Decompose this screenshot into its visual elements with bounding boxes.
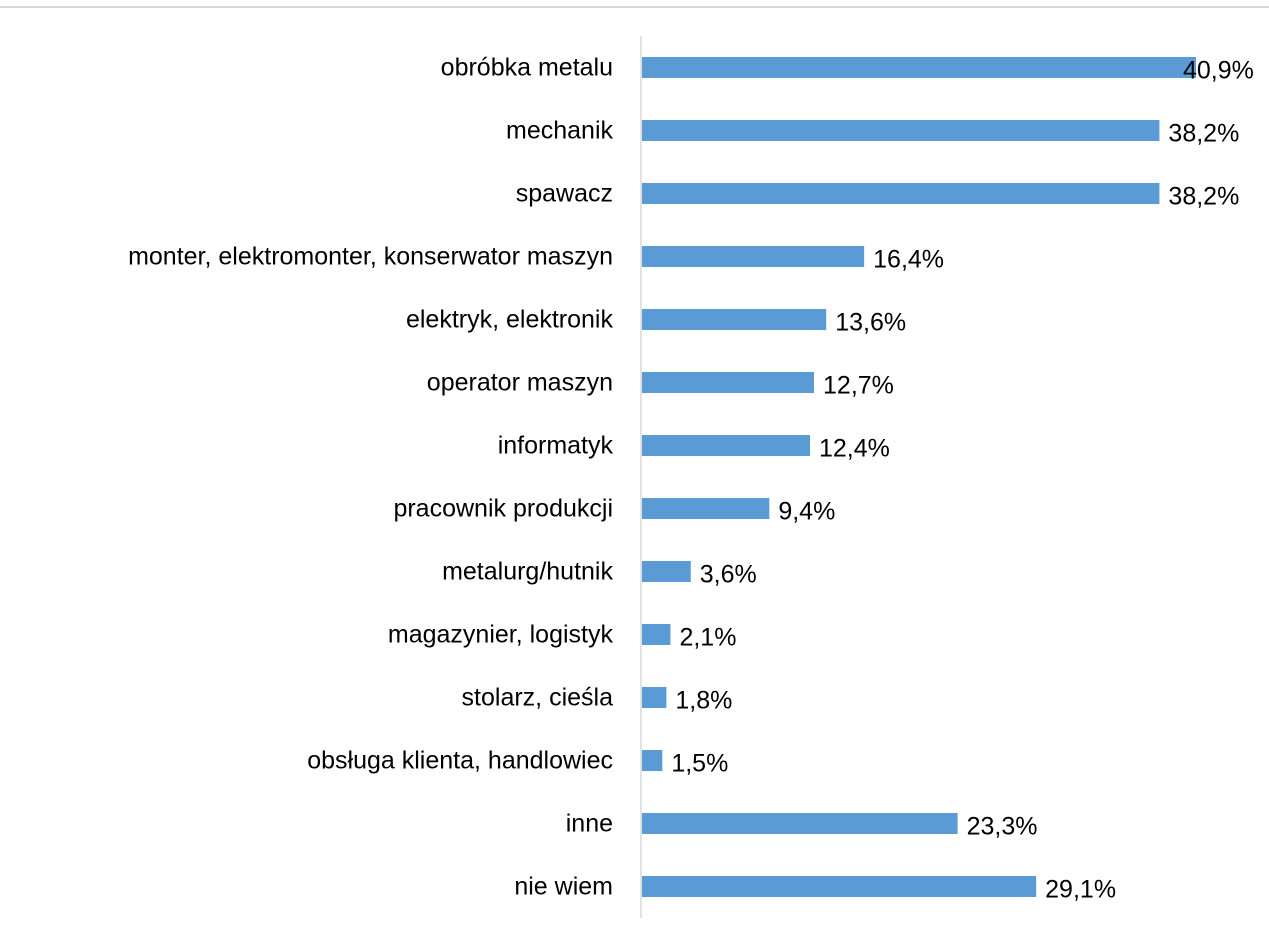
data-label: 9,4% — [778, 498, 835, 526]
bar — [642, 687, 667, 708]
data-label: 12,4% — [819, 435, 890, 463]
bar — [642, 498, 770, 519]
bar — [642, 309, 827, 330]
category-label: metalurg/hutnik — [442, 558, 613, 586]
category-label: inne — [566, 810, 613, 838]
category-label: nie wiem — [514, 873, 613, 901]
category-label: obsługa klienta, handlowiec — [307, 747, 613, 775]
bar — [642, 246, 865, 267]
data-label: 23,3% — [967, 813, 1038, 841]
bar — [642, 813, 958, 834]
category-label: pracownik produkcji — [393, 495, 613, 523]
category-labels-group: obróbka metalu mechanik spawacz monter, ele… — [128, 54, 613, 901]
category-label: stolarz, cieśla — [462, 684, 614, 712]
category-label: elektryk, elektronik — [406, 306, 614, 334]
bar — [642, 624, 671, 645]
bars-group — [642, 57, 1196, 897]
data-label: 38,2% — [1168, 120, 1239, 148]
data-label: 3,6% — [700, 561, 757, 589]
category-label: spawacz — [516, 180, 613, 208]
bar — [642, 750, 663, 771]
data-label: 1,5% — [671, 750, 728, 778]
top-border — [0, 0, 1269, 8]
bar — [642, 183, 1160, 204]
category-label: magazynier, logistyk — [388, 621, 614, 649]
category-label: mechanik — [506, 117, 613, 145]
bar — [642, 435, 810, 456]
category-label: informatyk — [498, 432, 614, 460]
bar — [642, 876, 1037, 897]
data-label: 38,2% — [1168, 183, 1239, 211]
value-labels-group: 40,9% 38,2% 38,2% 16,4% 13,6% 12,7% 12,4% 9,4% 3… — [671, 57, 1254, 904]
data-label: 12,7% — [823, 372, 894, 400]
category-label: monter, elektromonter, konserwator maszy… — [128, 243, 613, 271]
data-label: 13,6% — [835, 309, 906, 337]
data-label: 2,1% — [679, 624, 736, 652]
category-label: operator maszyn — [427, 369, 613, 397]
data-label: 16,4% — [873, 246, 944, 274]
data-label: 29,1% — [1045, 876, 1116, 904]
bar — [642, 120, 1160, 141]
data-label: 1,8% — [675, 687, 732, 715]
bar — [642, 57, 1196, 78]
bar — [642, 372, 815, 393]
data-label: 40,9% — [1183, 57, 1254, 85]
category-label: obróbka metalu — [441, 54, 613, 82]
bar — [642, 561, 691, 582]
